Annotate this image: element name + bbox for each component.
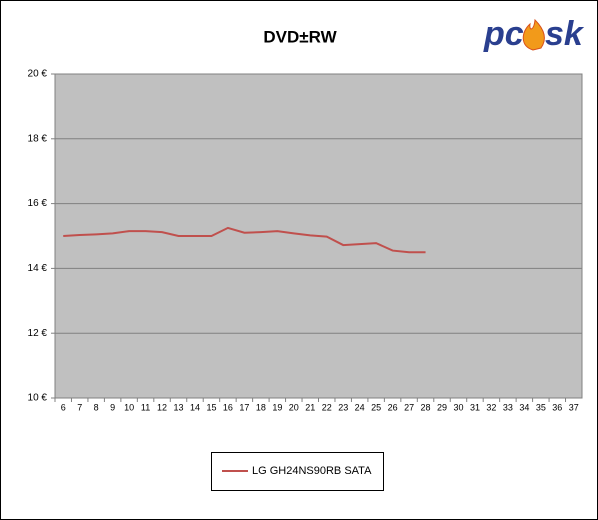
legend-label: LG GH24NS90RB SATA [252,465,372,477]
x-tick-label: 31 [470,402,480,412]
y-tick-label: 10 € [28,393,48,404]
logo: pc sk [483,15,585,53]
x-tick-label: 14 [190,402,200,412]
x-tick-label: 24 [355,402,365,412]
y-tick-label: 14 € [28,263,48,274]
chart-title: DVD±RW [263,27,337,46]
x-tick-label: 36 [552,402,562,412]
x-tick-label: 23 [338,402,348,412]
x-tick-label: 26 [388,402,398,412]
x-tick-label: 29 [437,402,447,412]
x-tick-label: 7 [77,402,82,412]
logo-text: sk [545,15,585,53]
y-tick-label: 12 € [28,328,48,339]
x-tick-label: 27 [404,402,414,412]
x-tick-label: 30 [453,402,463,412]
logo-text: pc [483,15,524,53]
x-tick-label: 11 [141,402,150,412]
x-tick-label: 18 [256,402,266,412]
x-tick-label: 20 [289,402,299,412]
x-tick-label: 22 [322,402,332,412]
x-tick-label: 25 [371,402,381,412]
x-tick-label: 6 [61,402,66,412]
x-tick-label: 13 [174,402,184,412]
y-tick-label: 18 € [28,133,48,144]
x-tick-label: 10 [124,402,134,412]
logo-flame [522,18,545,51]
x-tick-label: 33 [503,402,513,412]
x-tick-label: 21 [305,402,315,412]
x-tick-label: 15 [206,402,216,412]
x-tick-label: 37 [569,402,579,412]
x-tick-label: 16 [223,402,233,412]
x-tick-label: 35 [536,402,546,412]
x-tick-label: 8 [94,402,99,412]
x-tick-label: 12 [157,402,167,412]
x-tick-label: 34 [519,402,529,412]
x-tick-label: 28 [421,402,431,412]
series-line [63,226,426,254]
x-tick-label: 19 [272,402,282,412]
y-tick-label: 20 € [28,69,48,80]
x-tick-label: 9 [110,402,115,412]
y-tick-label: 16 € [28,198,48,209]
x-tick-label: 32 [486,402,496,412]
x-tick-label: 17 [239,402,249,412]
